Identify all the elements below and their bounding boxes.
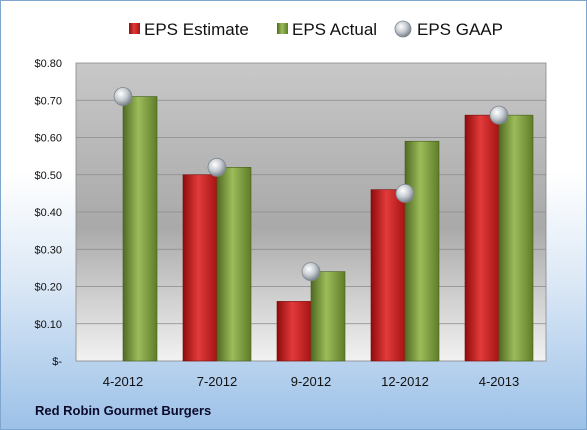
- legend-label-actual: EPS Actual: [292, 20, 377, 39]
- legend-label-gaap: EPS GAAP: [417, 20, 503, 39]
- marker-eps-gaap: [395, 183, 415, 203]
- bar-eps-estimate: [276, 301, 312, 362]
- y-tick-label: $0.80: [34, 58, 62, 70]
- y-tick-label: $0.50: [34, 170, 62, 182]
- bar-eps-actual: [498, 114, 534, 362]
- y-tick-label: $0.30: [34, 244, 62, 256]
- legend-item-estimate: EPS Estimate: [129, 20, 249, 39]
- bar-eps-actual: [122, 96, 158, 362]
- legend-item-actual: EPS Actual: [277, 20, 377, 39]
- legend-item-gaap: EPS GAAP: [394, 20, 503, 39]
- x-tick-label: 7-2012: [197, 374, 237, 389]
- x-tick-label: 4-2013: [479, 374, 519, 389]
- x-tick-label: 4-2012: [103, 374, 143, 389]
- bar-eps-estimate: [370, 189, 406, 362]
- x-tick-label: 12-2012: [381, 374, 429, 389]
- bar-eps-actual: [216, 167, 252, 362]
- gaap-markers-group: [113, 87, 509, 282]
- marker-eps-gaap: [207, 157, 227, 177]
- x-axis-ticks: 4-2012 7-2012 9-2012 12-2012 4-2013: [103, 374, 519, 389]
- marker-eps-gaap: [489, 105, 509, 125]
- bar-eps-actual: [310, 271, 346, 362]
- bar-eps-actual: [404, 140, 440, 362]
- y-tick-label: $0.70: [34, 95, 62, 107]
- y-tick-label: $0.60: [34, 133, 62, 145]
- y-tick-label: $0.40: [34, 207, 62, 219]
- legend-swatch-estimate: [129, 23, 140, 34]
- legend-swatch-actual: [277, 23, 288, 34]
- marker-eps-gaap: [113, 87, 133, 106]
- y-axis-ticks: $- $0.10 $0.20 $0.30 $0.40 $0.50 $0.60 $0.70 $0.…: [34, 58, 62, 368]
- company-name: Red Robin Gourmet Burgers: [35, 403, 212, 418]
- bar-eps-estimate: [182, 174, 218, 362]
- legend: EPS Estimate EPS Actual EPS GAAP: [129, 20, 503, 39]
- legend-label-estimate: EPS Estimate: [144, 20, 249, 39]
- bar-eps-estimate: [464, 114, 500, 362]
- y-tick-label: $0.20: [34, 282, 62, 294]
- legend-marker-gaap: [394, 20, 412, 38]
- marker-eps-gaap: [301, 262, 321, 282]
- x-tick-label: 9-2012: [291, 374, 331, 389]
- bars-group: [122, 96, 534, 362]
- y-tick-label: $-: [52, 356, 62, 368]
- y-tick-label: $0.10: [34, 319, 62, 331]
